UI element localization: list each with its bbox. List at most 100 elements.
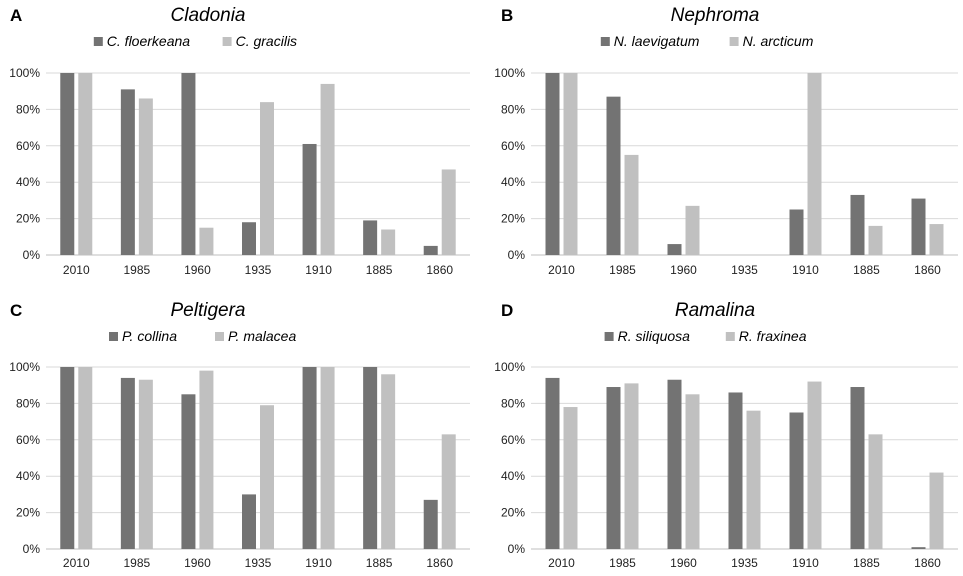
- bar-1910-series-1: [789, 412, 804, 549]
- bar-1860-series-2: [441, 434, 456, 549]
- bar-1860-series-1: [423, 245, 438, 255]
- legend: R. siliquosa R. fraxinea: [604, 328, 807, 344]
- y-tick-label: 0%: [508, 542, 526, 556]
- bar-1960-series-1: [667, 244, 682, 255]
- x-tick-label: 1985: [124, 556, 151, 570]
- bar-1985-series-1: [120, 377, 135, 549]
- x-tick-label: 1910: [305, 263, 332, 277]
- y-tick-label: 60%: [16, 433, 40, 447]
- legend-swatch: [725, 332, 735, 341]
- y-tick-label: 20%: [501, 212, 525, 226]
- bar-1985-series-2: [138, 98, 153, 255]
- bar-1960-series-2: [199, 227, 214, 255]
- x-tick-label: 2010: [63, 263, 90, 277]
- x-tick-label: 1910: [792, 263, 819, 277]
- legend-swatch: [604, 332, 614, 341]
- chart-panel-a: A Cladonia C. floerkeana C. gracilis 0% 20% 40…: [9, 5, 470, 277]
- y-tick-label: 40%: [501, 175, 525, 189]
- x-tick-label: 1960: [184, 556, 211, 570]
- legend-label: N. laevigatum: [614, 33, 700, 49]
- y-tick-label: 60%: [16, 139, 40, 153]
- legend-label: C. gracilis: [236, 33, 297, 49]
- bar-1985-series-2: [624, 383, 639, 549]
- bar-1885-series-2: [381, 374, 396, 549]
- legend-swatch: [93, 37, 103, 46]
- legend-label: R. fraxinea: [739, 328, 807, 344]
- legend-swatch: [109, 332, 118, 341]
- x-tick-label: 1935: [731, 263, 758, 277]
- y-tick-label: 20%: [16, 212, 40, 226]
- bar-1885-series-2: [868, 434, 883, 549]
- legend-swatch: [215, 332, 224, 341]
- bar-1910-series-2: [807, 381, 822, 549]
- x-tick-label: 2010: [63, 556, 90, 570]
- legend-swatch: [729, 37, 739, 46]
- bar-2010-series-2: [563, 407, 578, 549]
- bar-1960-series-1: [667, 379, 682, 549]
- panel-letter: C: [10, 301, 22, 320]
- bar-2010-series-1: [545, 73, 560, 255]
- bar-1960-series-2: [685, 394, 700, 549]
- bar-1935-series-1: [728, 392, 743, 549]
- legend: C. floerkeana C. gracilis: [93, 33, 297, 49]
- bar-1860-series-2: [929, 224, 944, 255]
- x-tick-label: 1960: [670, 263, 697, 277]
- x-tick-label: 1860: [914, 263, 941, 277]
- bar-1985-series-2: [624, 154, 639, 255]
- bar-1910-series-1: [302, 367, 317, 549]
- bar-1860-series-1: [911, 547, 926, 549]
- bar-1910-series-1: [789, 209, 804, 255]
- x-tick-label: 2010: [548, 263, 575, 277]
- bar-1885-series-1: [850, 194, 865, 255]
- panel-letter: B: [501, 6, 513, 25]
- x-tick-label: 1860: [426, 556, 453, 570]
- x-tick-label: 1985: [124, 263, 151, 277]
- y-tick-label: 0%: [508, 248, 526, 262]
- x-tick-label: 1960: [670, 556, 697, 570]
- x-tick-label: 1935: [245, 263, 272, 277]
- x-tick-label: 1885: [366, 556, 393, 570]
- bar-1910-series-2: [807, 73, 822, 255]
- y-tick-label: 0%: [23, 542, 41, 556]
- legend-swatch: [600, 37, 610, 46]
- legend-label: P. collina: [122, 328, 177, 344]
- y-tick-label: 100%: [494, 360, 525, 374]
- bar-1960-series-1: [181, 394, 196, 549]
- bar-1985-series-1: [606, 96, 621, 255]
- bar-1860-series-2: [441, 169, 456, 255]
- x-tick-label: 1860: [426, 263, 453, 277]
- y-tick-label: 100%: [9, 66, 40, 80]
- y-tick-label: 40%: [16, 175, 40, 189]
- bar-2010-series-1: [60, 367, 75, 549]
- chart-title: Ramalina: [675, 300, 755, 321]
- bar-1885-series-1: [363, 220, 378, 255]
- bar-1885-series-1: [850, 387, 865, 549]
- y-tick-label: 80%: [501, 396, 525, 410]
- bar-1910-series-2: [320, 367, 335, 549]
- y-tick-label: 80%: [16, 102, 40, 116]
- bar-1935-series-2: [260, 405, 274, 549]
- bar-2010-series-1: [545, 377, 560, 549]
- x-tick-label: 1910: [305, 556, 332, 570]
- x-tick-label: 1910: [792, 556, 819, 570]
- bar-1935-series-2: [746, 410, 761, 549]
- bar-1935-series-1: [242, 494, 256, 549]
- chart-title: Peltigera: [171, 300, 246, 321]
- bar-1985-series-1: [606, 387, 621, 549]
- chart-panel-d: D Ramalina R. siliquosa R. fraxinea 0% 20% 40%…: [494, 300, 958, 570]
- y-tick-label: 60%: [501, 433, 525, 447]
- y-tick-label: 40%: [501, 469, 525, 483]
- bar-1985-series-1: [120, 89, 135, 255]
- bar-1885-series-2: [381, 229, 396, 255]
- bar-1910-series-2: [320, 83, 335, 255]
- bar-2010-series-2: [78, 73, 93, 255]
- bar-1960-series-2: [685, 205, 700, 255]
- x-tick-label: 1960: [184, 263, 211, 277]
- y-tick-label: 60%: [501, 139, 525, 153]
- chart-title: Cladonia: [171, 5, 246, 26]
- legend: P. collina P. malacea: [109, 328, 296, 344]
- y-tick-label: 100%: [9, 360, 40, 374]
- x-tick-label: 1985: [609, 263, 636, 277]
